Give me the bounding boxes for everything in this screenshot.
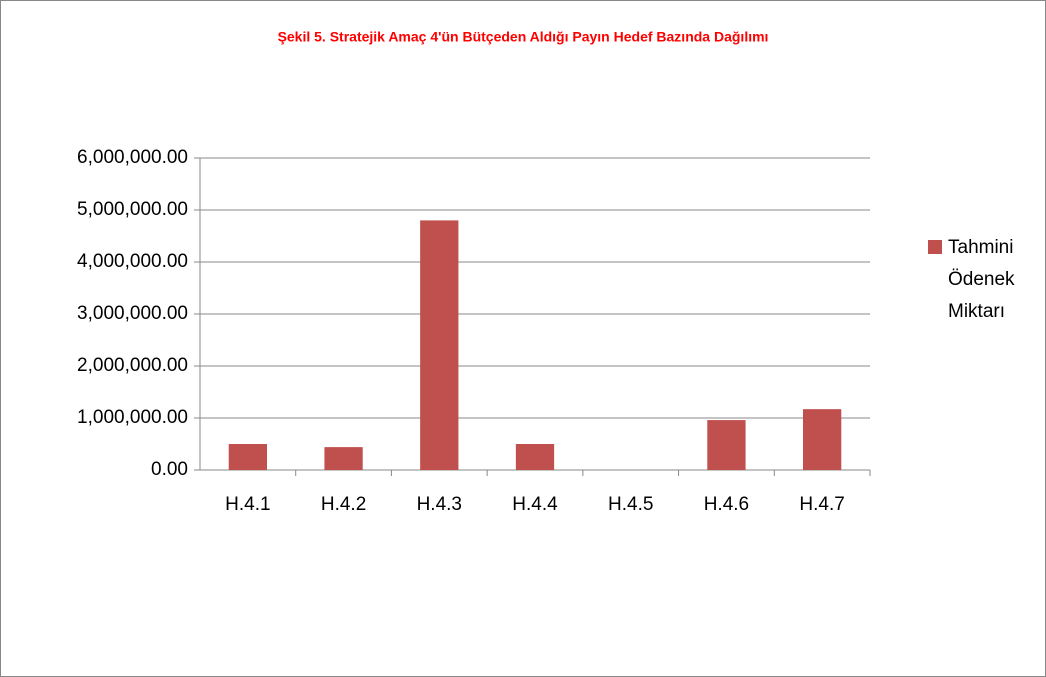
legend-label: Tahmini Ödenek Miktarı (948, 237, 1015, 322)
bar (803, 409, 842, 470)
legend-swatch (928, 240, 942, 254)
bar (324, 447, 363, 470)
x-tick-label: H.4.4 (512, 494, 558, 515)
x-tick-label: H.4.7 (799, 494, 844, 515)
chart-title: Şekil 5. Stratejik Amaç 4'ün Bütçeden Al… (278, 29, 769, 45)
y-tick-label: 1,000,000.00 (77, 407, 188, 428)
bar (228, 444, 267, 470)
y-tick-label: 2,000,000.00 (77, 355, 188, 376)
bar (707, 420, 746, 470)
x-tick-label: H.4.3 (417, 494, 462, 515)
bar (420, 220, 459, 470)
x-tick-label: H.4.6 (704, 494, 749, 515)
y-tick-label: 4,000,000.00 (77, 251, 188, 272)
x-tick-label: H.4.5 (608, 494, 653, 515)
y-tick-label: 6,000,000.00 (77, 147, 188, 168)
legend: Tahmini Ödenek Miktarı (928, 232, 1038, 328)
bar (515, 444, 555, 470)
y-tick-label: 0.00 (151, 459, 188, 480)
y-tick-label: 5,000,000.00 (77, 199, 188, 220)
y-tick-label: 3,000,000.00 (77, 303, 188, 324)
x-tick-label: H.4.2 (321, 494, 366, 515)
x-tick-label: H.4.1 (225, 494, 270, 515)
